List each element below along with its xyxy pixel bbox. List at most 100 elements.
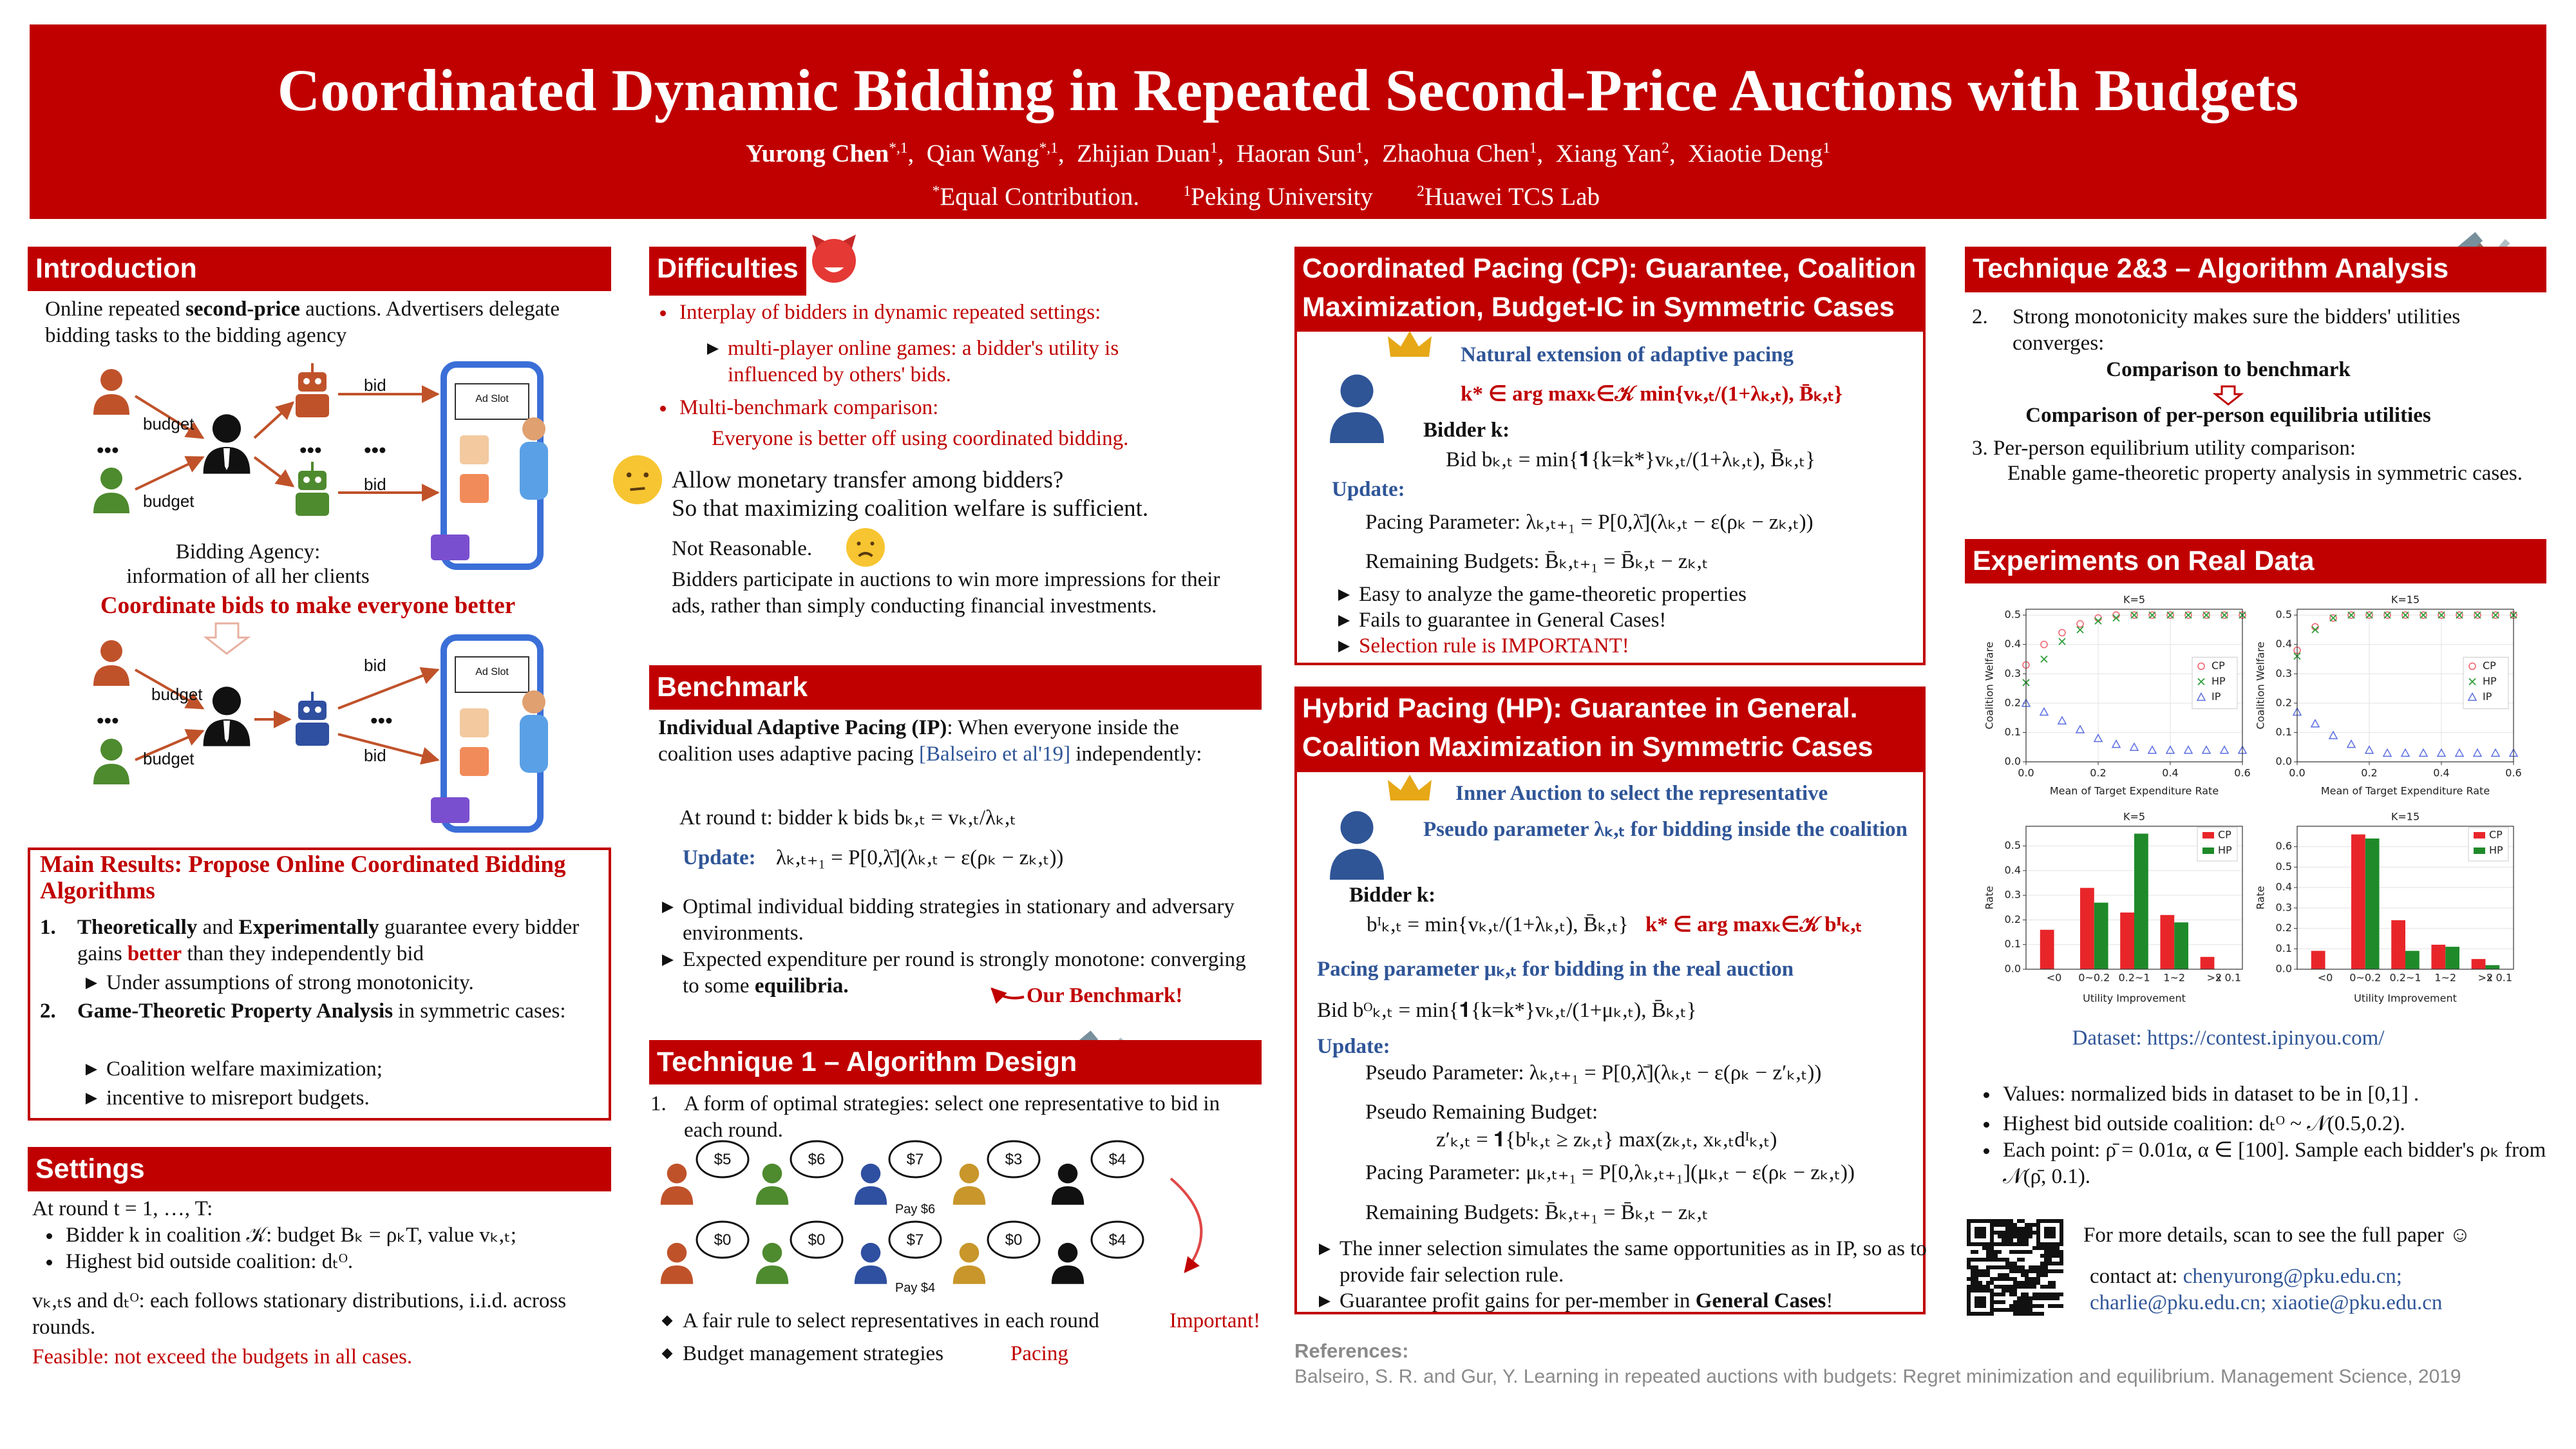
qr-module [1990,1258,1994,1262]
qr-module [2013,1285,2017,1289]
arrow [135,729,205,761]
experiment-bullet: Highest bid outside coalition: dₜᴼ ~ 𝒩(0… [1977,1111,2557,1137]
axis-note: x 0.1 [2215,972,2241,984]
comparison: Comparison to benchmark [2106,358,2351,381]
robot-eye [303,378,310,384]
qr-module [2036,1296,2040,1300]
qr-module [1986,1312,1990,1316]
agency-info: information of all her clients [126,565,370,588]
data-point [2058,629,2066,637]
data-point [2148,611,2156,619]
horn [840,234,856,250]
qr-module [2009,1304,2013,1308]
face [812,239,856,283]
hp-pseudo-param: Pseudo Parameter: λₖ,ₜ₊₁ = P[0,λ̄](λₖ,ₜ … [1365,1061,1822,1084]
y-tick-label: 0.1 [2276,726,2292,738]
qr-module [2009,1308,2013,1312]
qr-module [2040,1246,2044,1250]
author-mark: 1 [1209,140,1218,156]
hp-select: k* ∈ arg maxₖ∈𝒦 bᴵₖ,ₜ [1645,913,1862,936]
qr-module [2040,1304,2044,1308]
qr-module [2036,1238,2040,1242]
qr-module [2040,1254,2044,1258]
qr-module [2029,1296,2032,1300]
bar [2351,834,2365,969]
qr-module [2009,1289,2013,1293]
data-point [2347,611,2355,619]
data-point [2219,745,2230,754]
qr-module [2048,1227,2052,1231]
settings-round: At round t = 1, …, T: [32,1197,213,1220]
bar [2485,965,2500,969]
legend-label: HP [2211,675,2226,687]
qr-module [1990,1235,1994,1238]
qr-module [1990,1289,1994,1293]
qr-module [2029,1235,2032,1238]
data-point [2436,748,2447,757]
x-tick-label: 0.6 [2234,767,2250,779]
robot-eye [315,378,321,384]
qr-module [2013,1312,2017,1316]
qr-module [1967,1277,1971,1281]
qr-module [2044,1250,2048,1254]
body [1051,1265,1084,1284]
speech-bubble [1090,1220,1144,1259]
hp-bullet: The inner selection simulates the same o… [1314,1236,1938,1289]
qr-module [2021,1308,2025,1312]
ad-slot-label: Ad Slot [475,667,509,677]
update-formula: λₖ,ₜ₊₁ = P[0,λ̄](λₖ,ₜ − ε(ρₖ − zₖ,ₜ)) [776,846,1064,869]
data-point [2492,611,2499,619]
bid-label: bid [364,746,386,765]
bar [2431,944,2446,969]
result-sub: Under assumptions of strong monotonicity… [80,970,621,996]
person-icon [1051,1242,1084,1284]
qr-module [1982,1273,1986,1277]
text-segment: second-price [185,298,300,321]
qr-module [2025,1281,2029,1285]
speech-bubble [888,1220,942,1259]
qr-module [2044,1293,2048,1296]
text-segment: independently: [1070,743,1202,766]
data-point [2420,611,2427,619]
qr-module [1994,1231,1998,1235]
result-item: Theoretically and Experimentally guarant… [77,914,605,967]
qr-module [2025,1231,2029,1235]
qr-module [2002,1265,2005,1269]
author-mark: *,1 [889,140,908,156]
data-point [2129,742,2139,751]
qr-module [2036,1293,2040,1296]
diagram-ellipsis: ••• [364,439,386,462]
qr-module [2009,1219,2013,1223]
data-point [2364,745,2374,754]
hp-bid: Bid bᴼₖ,ₜ = min{𝟏{k=k*}vₖ,ₜ/(1+μₖ,ₜ), B̄… [1317,999,1697,1022]
qr-module [2032,1246,2036,1250]
qr-module [1975,1273,1978,1277]
item-number: 1. [40,916,56,939]
bar [2471,959,2486,969]
qr-module [2040,1219,2044,1223]
qr-module [2009,1235,2013,1238]
qr-module [2002,1231,2005,1235]
bar [2311,951,2325,969]
bid-label: bid [364,375,386,395]
experiment-bullet: Values: normalized bids in dataset to be… [1977,1081,2557,1108]
chart: K=15 0.0 0.1 0.2 0.3 0.4 0.5 Coalition Welfare M… [2255,594,2522,797]
head [100,468,122,489]
qr-module [1978,1300,1982,1304]
qr-module [1986,1258,1990,1262]
qr-module [2060,1250,2063,1254]
question: Allow monetary transfer among bidders? [672,467,1064,493]
qr-module [1971,1277,1975,1281]
qr-module [2017,1242,2021,1246]
x-tick-label: 0.4 [2433,767,2449,779]
qr-module [2009,1223,2013,1227]
head [1057,1242,1078,1263]
qr-module [2052,1269,2056,1273]
data-point [2310,719,2320,728]
x-tick-label: <0 [2318,972,2333,984]
qr-module [2048,1269,2052,1273]
chart-title: K=5 [2123,594,2145,606]
qr-module [2029,1300,2032,1304]
shopper-head [522,690,545,714]
y-tick-label: 0.1 [2005,938,2021,950]
